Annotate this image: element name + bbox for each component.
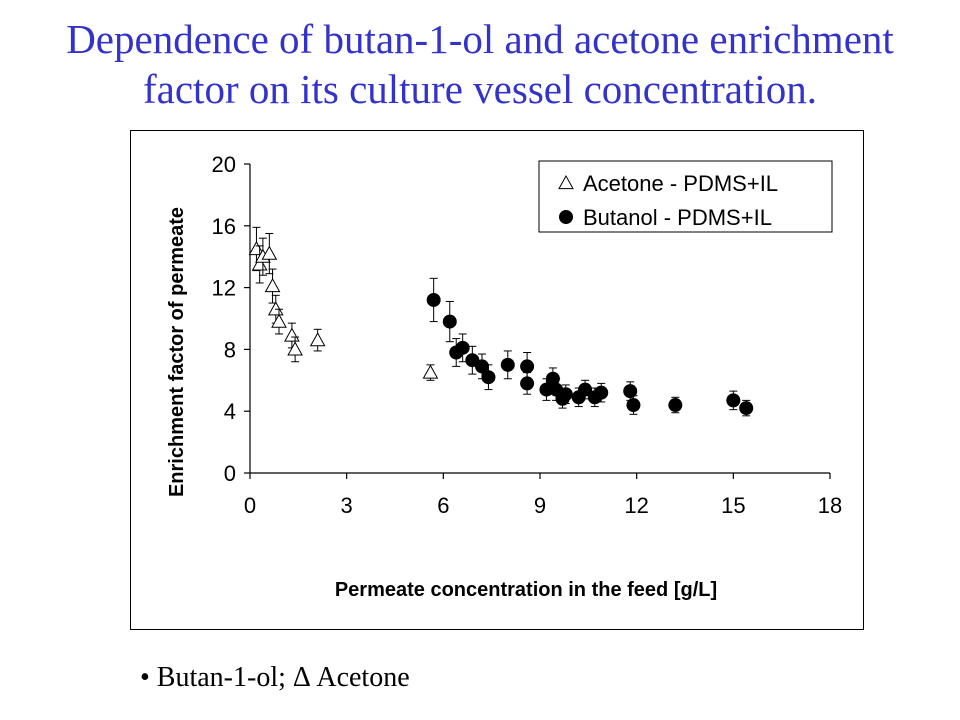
x-tick-label: 12: [624, 493, 648, 518]
legend-label: Acetone - PDMS+IL: [583, 171, 778, 196]
y-tick-label: 20: [212, 152, 236, 177]
x-tick-label: 9: [534, 493, 546, 518]
slide-title-line-2: factor on its culture vessel concentrati…: [143, 66, 817, 112]
butanol-point: [668, 398, 683, 413]
butanol-point: [558, 387, 573, 402]
acetone-point: [264, 278, 281, 293]
butanol-point: [442, 314, 457, 329]
butanol-point: [426, 292, 441, 307]
butanol-point: [481, 370, 496, 385]
y-tick-label: 12: [212, 276, 236, 301]
chart-legend: Acetone - PDMS+IL Butanol - PDMS+IL: [538, 160, 833, 233]
chart-axes: 0 3 6 9 12 15 18 0 4 8 12 16 20: [212, 152, 843, 518]
y-tick-label: 16: [212, 214, 236, 239]
legend-triangle-icon: [558, 174, 574, 190]
x-tick-label: 6: [437, 493, 449, 518]
series-butanol: [426, 277, 754, 417]
acetone-point: [422, 364, 439, 379]
legend-box: [538, 160, 833, 233]
caption: • Butan-1-ol; Δ Acetone: [140, 662, 410, 693]
butanol-point: [594, 385, 609, 400]
acetone-point: [287, 341, 303, 356]
acetone-point: [284, 327, 300, 342]
acetone-point: [261, 245, 278, 260]
acetone-point: [309, 332, 326, 347]
butanol-point: [726, 393, 741, 408]
butanol-point: [739, 401, 754, 416]
butanol-point: [520, 359, 535, 374]
x-tick-label: 0: [244, 493, 256, 518]
butanol-point: [520, 376, 535, 391]
x-axis-label: Permeate concentration in the feed [g/L]: [335, 579, 717, 601]
y-tick-label: 8: [224, 337, 236, 362]
butanol-point: [623, 384, 638, 399]
butanol-point: [455, 340, 470, 355]
legend-label: Butanol - PDMS+IL: [583, 205, 772, 230]
chart-series: [248, 226, 754, 417]
acetone-point: [271, 313, 287, 328]
slide-title: Dependence of butan-1-ol and acetone enr…: [0, 14, 960, 114]
scatter-chart: 0 3 6 9 12 15 18 0 4 8 12 16 20 Acetone - PDMS+IL But…: [166, 152, 843, 601]
acetone-point: [267, 301, 284, 316]
series-acetone: [248, 226, 439, 381]
chart-frame: 0 3 6 9 12 15 18 0 4 8 12 16 20 Acetone - PDMS+IL But…: [130, 130, 864, 630]
y-axis-label: Enrichment factor of permeate: [166, 207, 188, 497]
slide-title-line-1: Dependence of butan-1-ol and acetone enr…: [66, 16, 894, 62]
butanol-point: [500, 357, 515, 372]
butanol-point: [578, 382, 593, 397]
x-tick-label: 3: [341, 493, 353, 518]
x-tick-label: 15: [721, 493, 745, 518]
x-tick-label: 18: [818, 493, 842, 518]
butanol-point: [626, 398, 641, 413]
y-tick-label: 4: [224, 399, 236, 424]
y-tick-label: 0: [224, 461, 236, 486]
legend-circle-icon: [559, 210, 573, 224]
